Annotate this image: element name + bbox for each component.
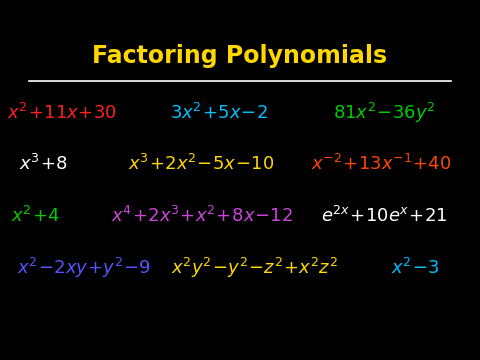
- Text: $3x^2\!+\!5x\!-\!2$: $3x^2\!+\!5x\!-\!2$: [169, 103, 267, 123]
- Text: $x^3\!+\!2x^2\!-\!5x\!-\!10$: $x^3\!+\!2x^2\!-\!5x\!-\!10$: [129, 154, 275, 174]
- Text: Factoring Polynomials: Factoring Polynomials: [93, 44, 387, 68]
- Text: $x^4\!+\!2x^3\!+\!x^2\!+\!8x\!-\!12$: $x^4\!+\!2x^3\!+\!x^2\!+\!8x\!-\!12$: [110, 206, 293, 226]
- Text: $x^2y^2\!-\!y^2\!-\!z^2\!+\!x^2z^2$: $x^2y^2\!-\!y^2\!-\!z^2\!+\!x^2z^2$: [171, 256, 338, 280]
- Text: $e^{2x}\!+\!10e^{x}\!+\!21$: $e^{2x}\!+\!10e^{x}\!+\!21$: [321, 206, 447, 226]
- Text: $x^{-2}\!+\!13x^{-1}\!+\!40$: $x^{-2}\!+\!13x^{-1}\!+\!40$: [312, 154, 452, 174]
- Text: $x^2\!+\!11x\!+\!30$: $x^2\!+\!11x\!+\!30$: [7, 103, 118, 123]
- Text: $x^2\!-\!3$: $x^2\!-\!3$: [391, 258, 440, 278]
- Text: $81x^2\!-\!36y^2$: $81x^2\!-\!36y^2$: [333, 102, 435, 125]
- Text: $x^2\!-\!2xy\!+\!y^2\!-\!9$: $x^2\!-\!2xy\!+\!y^2\!-\!9$: [17, 256, 151, 280]
- Text: $x^2\!+\!4$: $x^2\!+\!4$: [12, 206, 60, 226]
- Text: $x^3\!+\!8$: $x^3\!+\!8$: [19, 154, 68, 174]
